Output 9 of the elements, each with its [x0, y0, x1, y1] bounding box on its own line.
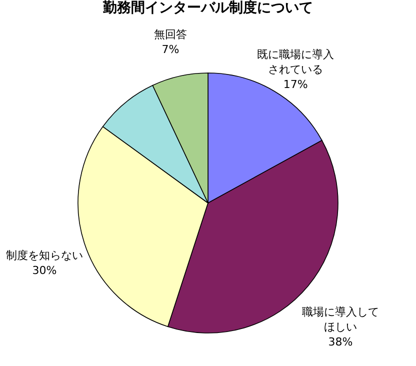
data-label: 17% [283, 78, 308, 91]
slice-label: 職場に導入してほしい [302, 306, 380, 334]
data-label: 30% [32, 264, 57, 278]
slice-label: 既に職場に導入されている [257, 48, 334, 76]
chart-title: 勤務間インターバル制度について [102, 0, 313, 16]
slice-label: 制度を知らない [6, 249, 83, 262]
slice-label: 無回答 [154, 28, 187, 42]
data-label: 7% [162, 43, 180, 56]
data-label: 38% [328, 336, 353, 349]
